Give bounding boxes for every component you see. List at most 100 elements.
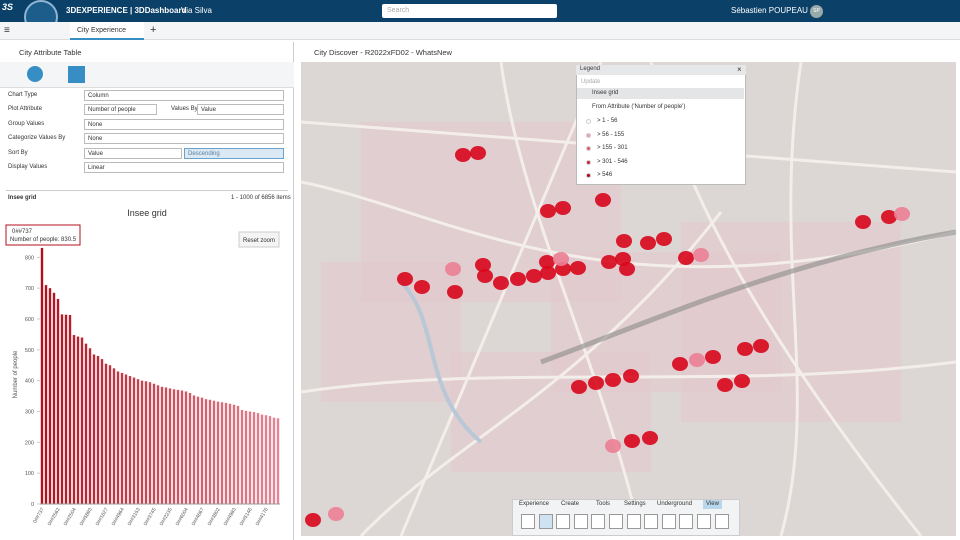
ds-logo[interactable]: 3S bbox=[2, 2, 14, 12]
map-marker bbox=[470, 146, 486, 160]
toolbar-icon[interactable] bbox=[697, 514, 711, 529]
map-marker bbox=[447, 285, 463, 299]
map-marker bbox=[717, 378, 733, 392]
bar bbox=[208, 399, 212, 504]
toolbar-icon[interactable] bbox=[556, 514, 571, 529]
bar bbox=[204, 399, 208, 504]
chart-title: Insee grid bbox=[127, 208, 167, 218]
toolbar-icon[interactable] bbox=[573, 514, 588, 529]
map-marker bbox=[475, 258, 491, 272]
dropdown[interactable]: Value bbox=[84, 148, 182, 159]
legend-update[interactable]: Update bbox=[581, 79, 601, 85]
toolbar-icon[interactable] bbox=[714, 514, 729, 529]
legend-swatch bbox=[586, 173, 591, 178]
y-tick-label: 600 bbox=[25, 317, 34, 323]
tooltip-category: 0##737 bbox=[12, 229, 33, 235]
bar bbox=[40, 247, 44, 504]
map-marker bbox=[601, 255, 617, 269]
active-tab[interactable] bbox=[70, 22, 144, 40]
bar bbox=[200, 397, 204, 504]
toolbar-icon[interactable] bbox=[538, 514, 553, 529]
toolbar-icon[interactable] bbox=[626, 514, 641, 529]
bar bbox=[148, 382, 152, 504]
toolbar-button[interactable] bbox=[27, 66, 43, 82]
toolbar-icon[interactable] bbox=[679, 514, 694, 529]
toolbar-tab[interactable]: View bbox=[703, 500, 722, 509]
map-marker bbox=[642, 431, 658, 445]
toolbar-tab[interactable]: Create bbox=[561, 501, 580, 507]
map-marker bbox=[455, 148, 471, 162]
map-marker bbox=[305, 513, 321, 527]
toolbar-tab[interactable]: Settings bbox=[624, 501, 646, 507]
dropdown[interactable]: Linear bbox=[84, 162, 284, 173]
brand: 3DEXPERIENCE | 3DDashboard bbox=[66, 6, 187, 15]
dropdown[interactable]: Number of people bbox=[84, 104, 157, 115]
dropdown[interactable]: None bbox=[84, 119, 284, 130]
toolbar-icon[interactable] bbox=[521, 514, 535, 529]
map-marker bbox=[477, 269, 493, 283]
map-marker bbox=[605, 439, 621, 453]
user-name[interactable]: Sébastien POUPEAU bbox=[731, 6, 808, 15]
toolbar-icon[interactable] bbox=[661, 514, 676, 529]
tab-label: City Experience bbox=[77, 27, 127, 34]
map-marker bbox=[881, 210, 897, 224]
map-marker bbox=[753, 339, 769, 353]
form-label: Plot Attribute bbox=[8, 106, 43, 112]
toolbar-tab[interactable]: Underground bbox=[657, 501, 693, 507]
add-tab[interactable]: + bbox=[150, 24, 157, 36]
legend-close[interactable]: × bbox=[737, 65, 742, 74]
bar bbox=[156, 385, 160, 504]
toolbar-icon[interactable] bbox=[591, 514, 606, 529]
y-tick-label: 800 bbox=[25, 255, 34, 261]
x-tick-label: 0##3153 bbox=[127, 507, 142, 527]
toolbar-tab[interactable]: Tools bbox=[596, 501, 611, 507]
search-placeholder: Search bbox=[387, 7, 410, 14]
bar-chart: Insee grid 0 100 200 300 400 500 600 700 800 Numbe… bbox=[5, 208, 280, 527]
river bbox=[399, 280, 483, 444]
dropdown[interactable]: Value bbox=[197, 104, 284, 115]
map-marker bbox=[737, 342, 753, 356]
map-marker bbox=[555, 201, 571, 215]
avatar[interactable]: SP bbox=[810, 5, 823, 18]
bar bbox=[252, 412, 256, 504]
dropdown[interactable]: Column bbox=[84, 90, 284, 101]
bar bbox=[112, 368, 116, 504]
legend-swatch bbox=[586, 159, 591, 165]
dropdown[interactable]: Descending bbox=[184, 148, 284, 159]
tooltip bbox=[5, 224, 81, 246]
legend-layer-row[interactable] bbox=[577, 88, 744, 99]
toolbar-icon[interactable] bbox=[609, 514, 623, 529]
bar bbox=[168, 388, 172, 504]
bar bbox=[108, 365, 112, 504]
toolbar-button[interactable] bbox=[68, 66, 85, 83]
legend-layer: Insee grid bbox=[592, 90, 619, 96]
bar bbox=[232, 404, 236, 504]
bar bbox=[260, 414, 264, 504]
dropdown[interactable]: None bbox=[84, 133, 284, 144]
bar bbox=[192, 395, 196, 504]
bar bbox=[196, 396, 200, 504]
map-marker bbox=[734, 374, 750, 388]
map-marker bbox=[605, 373, 621, 387]
map-marker bbox=[526, 269, 542, 283]
dashboard-name[interactable]: Via Silva bbox=[181, 6, 212, 15]
reset-zoom-button[interactable] bbox=[238, 231, 280, 248]
x-tick-label: 0##3802 bbox=[207, 507, 222, 527]
map-marker bbox=[539, 255, 555, 269]
y-tick-label: 0 bbox=[31, 502, 34, 508]
bar bbox=[96, 356, 100, 504]
road bbox=[359, 211, 723, 536]
toolbar-tab[interactable]: Experience bbox=[519, 501, 550, 507]
bar bbox=[52, 292, 56, 504]
map-marker bbox=[510, 272, 526, 286]
road bbox=[499, 62, 643, 536]
form-label: Chart Type bbox=[8, 92, 38, 98]
toolbar-icon[interactable] bbox=[644, 514, 659, 529]
legend-swatch bbox=[586, 132, 591, 138]
search-box[interactable] bbox=[382, 4, 557, 18]
map-marker bbox=[397, 272, 413, 286]
road bbox=[399, 62, 603, 536]
menu-icon[interactable]: ≡ bbox=[4, 25, 10, 36]
bar bbox=[56, 298, 60, 504]
x-tick-label: 0##3745 bbox=[143, 507, 158, 527]
